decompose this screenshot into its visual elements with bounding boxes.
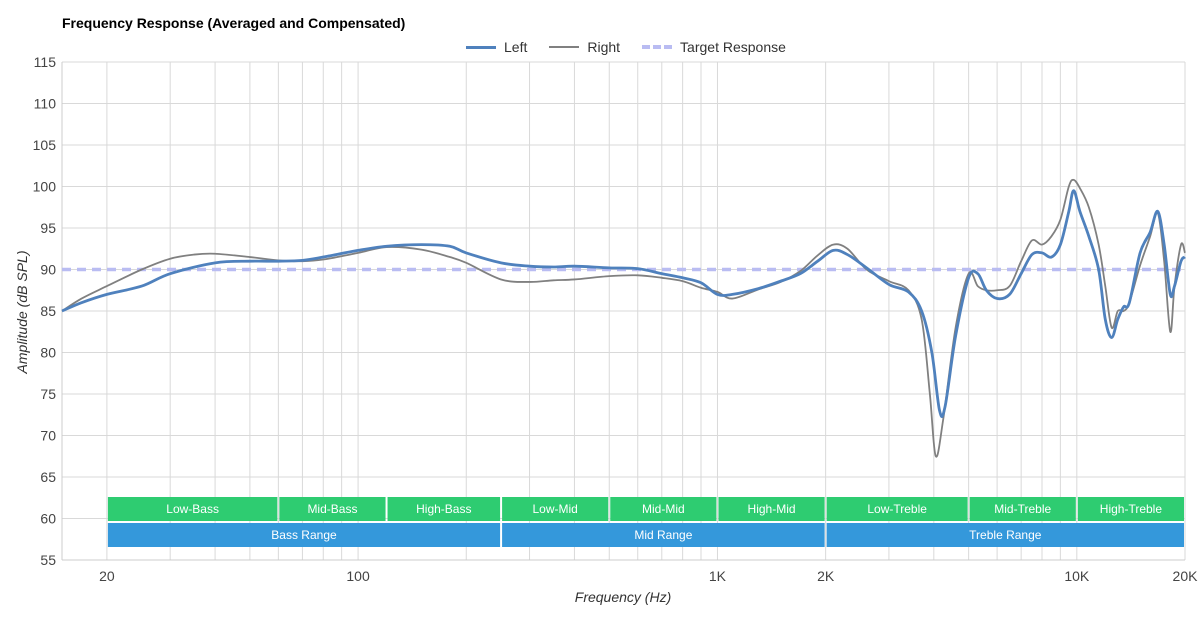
legend-label-target: Target Response [680,39,786,55]
legend-label-left: Left [504,39,528,55]
sub-band-rect [502,497,609,521]
x-tick-label: 2K [817,568,835,584]
y-tick-label: 85 [40,303,56,319]
sub-band-label: High-Treble [1100,502,1163,516]
sub-band-rect [279,497,386,521]
x-tick-label: 20K [1173,568,1199,584]
sub-band-rect [107,497,278,521]
sub-band-rect [826,497,968,521]
x-tick-label: 100 [346,568,370,584]
series-line-left [61,189,1187,418]
range-band-rect [502,523,825,547]
legend: Left Right Target Response [466,38,808,56]
legend-item-right[interactable]: Right [549,39,620,55]
sub-band-rect [969,497,1076,521]
y-tick-label: 105 [33,137,57,153]
sub-band-label: Low-Bass [166,502,219,516]
tick-labels: 55 60 65 70 75 80 85 90 95 100 105 110 115 20 100 1K 2K 1… [33,54,1198,584]
legend-item-target[interactable]: Target Response [642,39,786,55]
y-tick-label: 100 [33,179,57,195]
range-band-label: Mid Range [634,528,692,542]
range-band-rect [107,523,501,547]
legend-item-left[interactable]: Left [466,39,527,55]
legend-swatch-left [466,45,496,49]
legend-label-right: Right [587,39,621,55]
sub-band-rect [718,497,825,521]
sub-band-label: Low-Treble [867,502,927,516]
y-tick-label: 65 [40,469,56,485]
y-tick-label: 70 [40,428,56,444]
chart-title: Frequency Response (Averaged and Compens… [62,15,406,31]
sub-band-rect [387,497,501,521]
y-axis-label: Amplitude (dB SPL) [14,251,30,375]
legend-swatch-right [549,46,580,48]
y-tick-label: 60 [40,511,56,527]
grid [61,61,1186,561]
x-axis-label: Frequency (Hz) [575,589,671,605]
y-tick-label: 110 [34,96,57,112]
sub-band-label: High-Bass [416,502,471,516]
sub-band-label: Low-Mid [533,502,578,516]
sub-band-rect [610,497,717,521]
series [61,178,1187,458]
y-tick-label: 80 [40,345,56,361]
sub-band-label: Mid-Treble [994,502,1051,516]
x-tick-label: 20 [99,568,115,584]
sub-band-label: Mid-Bass [307,502,357,516]
x-tick-label: 10K [1064,568,1090,584]
series-line-right [61,178,1186,458]
x-tick-label: 1K [709,568,727,584]
sub-band-label: Mid-Mid [642,502,685,516]
range-band-label: Treble Range [969,528,1042,542]
range-band-rect [826,523,1184,547]
y-tick-label: 55 [40,552,56,568]
range-band-label: Bass Range [271,528,337,542]
y-tick-label: 75 [40,386,56,402]
sub-band-label: High-Mid [748,502,796,516]
y-tick-label: 95 [40,220,56,236]
legend-swatch-target [642,45,673,49]
y-tick-label: 115 [34,54,57,70]
y-tick-label: 90 [40,262,56,278]
sub-band-rect [1077,497,1184,521]
frequency-bands: Low-Bass Mid-Bass High-Bass Low-Mid Mid-Mid H… [107,497,1184,547]
